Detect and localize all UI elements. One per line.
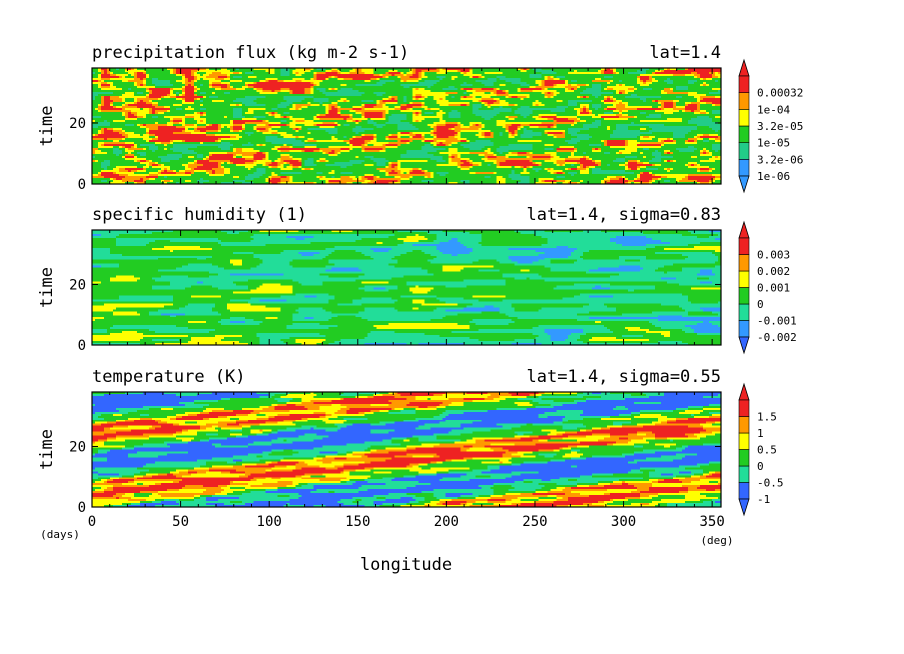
colorbar-segment	[738, 254, 750, 272]
panel-1	[91, 58, 750, 194]
heatmap-field	[92, 68, 721, 184]
colorbar-label: 0	[757, 460, 764, 473]
y-tick-label: 0	[78, 338, 86, 354]
x-axis-label: longitude	[360, 555, 452, 575]
colorbar-label: -0.5	[757, 477, 784, 490]
colorbar-label: 0.002	[757, 265, 790, 278]
x-tick-label: 50	[172, 514, 189, 530]
colorbar-extend-below	[738, 336, 750, 355]
plot-frame	[91, 229, 722, 346]
panel-title: specific humidity (1)	[92, 205, 307, 225]
x-tick-label: 150	[345, 514, 370, 530]
colorbar-label: 1.5	[757, 411, 777, 424]
y-tick-label: 20	[69, 277, 86, 293]
plot-frame	[91, 391, 722, 508]
colorbar-segment	[738, 399, 750, 417]
colorbar-label: -0.002	[757, 331, 797, 344]
colorbar-segment	[738, 287, 750, 305]
heatmap-field	[92, 230, 721, 345]
colorbar-extend-below	[738, 498, 750, 517]
heatmap-field	[92, 392, 721, 507]
colorbar-segment	[738, 303, 750, 321]
plot-frame	[91, 67, 722, 185]
colorbar-label: 0.001	[757, 282, 790, 295]
x-tick-label: 250	[522, 514, 547, 530]
colorbar-label: 3.2e-05	[757, 120, 803, 133]
colorbar-label: -0.001	[757, 315, 797, 328]
y-axis-label: time	[37, 429, 57, 470]
y-tick-label: 20	[69, 439, 86, 455]
colorbar-label: 1e-04	[757, 103, 790, 116]
panel-subtitle: lat=1.4	[649, 43, 721, 63]
y-axis-label: time	[37, 106, 57, 147]
colorbar-segment	[738, 237, 750, 255]
x-tick-label: 350	[699, 514, 724, 530]
colorbar-label: 1	[757, 427, 764, 440]
x-tick-label: 300	[611, 514, 636, 530]
colorbar-segment	[738, 92, 750, 110]
colorbar-extend-above	[738, 58, 750, 77]
colorbar-segment	[738, 482, 750, 500]
colorbar-segment	[738, 142, 750, 160]
colorbar-label: 1e-06	[757, 170, 790, 183]
panel-title: precipitation flux (kg m-2 s-1)	[92, 43, 409, 63]
y-tick-label: 0	[78, 500, 86, 516]
colorbar-label: 0.5	[757, 444, 777, 457]
x-tick-label: 0	[88, 514, 96, 530]
y-unit-label: (days)	[40, 528, 80, 541]
colorbar-segment	[738, 320, 750, 338]
colorbar-segment	[738, 109, 750, 127]
panel-subtitle: lat=1.4, sigma=0.83	[527, 205, 721, 225]
panel-2	[91, 220, 750, 355]
y-tick-label: 20	[69, 116, 86, 132]
colorbar-label: 0	[757, 298, 764, 311]
colorbar-segment	[738, 416, 750, 434]
colorbar-segment	[738, 75, 750, 93]
colorbar-extend-above	[738, 382, 750, 401]
colorbar-label: -1	[757, 493, 770, 506]
colorbar-segment	[738, 465, 750, 483]
panel-title: temperature (K)	[92, 367, 246, 387]
colorbar-segment	[738, 125, 750, 143]
colorbar-extend-above	[738, 220, 750, 239]
panel-subtitle: lat=1.4, sigma=0.55	[527, 367, 721, 387]
x-tick-label: 200	[434, 514, 459, 530]
colorbar-label: 0.00032	[757, 87, 803, 100]
x-unit-label: (deg)	[700, 534, 733, 547]
colorbar-label: 1e-05	[757, 137, 790, 150]
y-axis-label: time	[37, 267, 57, 308]
colorbar-segment	[738, 432, 750, 450]
colorbar-label: 3.2e-06	[757, 153, 803, 166]
colorbar-segment	[738, 270, 750, 288]
panel-3	[91, 382, 750, 517]
colorbar-segment	[738, 449, 750, 467]
colorbar-extend-below	[738, 175, 750, 194]
x-tick-label: 100	[257, 514, 282, 530]
y-tick-label: 0	[78, 177, 86, 193]
colorbar-label: 0.003	[757, 249, 790, 262]
colorbar-segment	[738, 159, 750, 177]
